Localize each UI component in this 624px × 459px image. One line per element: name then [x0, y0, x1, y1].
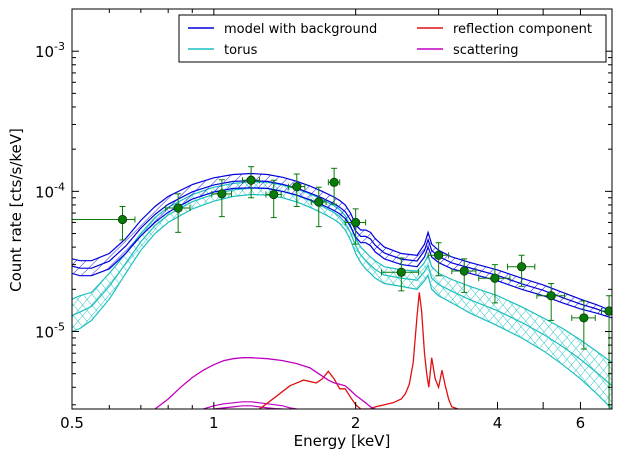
- x-tick-label: 1: [209, 414, 219, 432]
- legend-label-scattering: scattering: [453, 43, 519, 58]
- data-marker: [315, 198, 323, 206]
- data-marker: [491, 274, 499, 282]
- legend-label-torus: torus: [224, 43, 258, 58]
- data-marker: [293, 182, 301, 190]
- data-marker: [547, 292, 555, 300]
- data-marker: [434, 251, 442, 259]
- data-marker: [174, 204, 182, 212]
- data-marker: [247, 176, 255, 184]
- data-marker: [397, 268, 405, 276]
- data-marker: [460, 267, 468, 275]
- spectrum-figure: 0.5 1 2 4 610-510-410-3 Energy [keV] Count r…: [0, 0, 624, 459]
- data-marker: [118, 215, 126, 223]
- data-marker: [580, 314, 588, 322]
- x-tick-label: 4: [493, 414, 503, 432]
- data-marker: [330, 178, 338, 186]
- figure-background: [0, 0, 624, 459]
- data-marker: [351, 218, 359, 226]
- legend: model with background reflection compone…: [179, 15, 606, 62]
- x-tick-label: 6: [576, 414, 586, 432]
- x-tick-label: 2: [351, 414, 361, 432]
- x-tick-label: 0.5: [60, 414, 84, 432]
- data-marker: [218, 190, 226, 198]
- legend-label-reflection: reflection component: [453, 22, 592, 37]
- y-axis-label: Count rate [cts/s/keV]: [7, 128, 25, 292]
- data-marker: [270, 190, 278, 198]
- x-axis-label: Energy [keV]: [294, 432, 391, 450]
- data-marker: [517, 263, 525, 271]
- legend-label-model: model with background: [224, 22, 377, 37]
